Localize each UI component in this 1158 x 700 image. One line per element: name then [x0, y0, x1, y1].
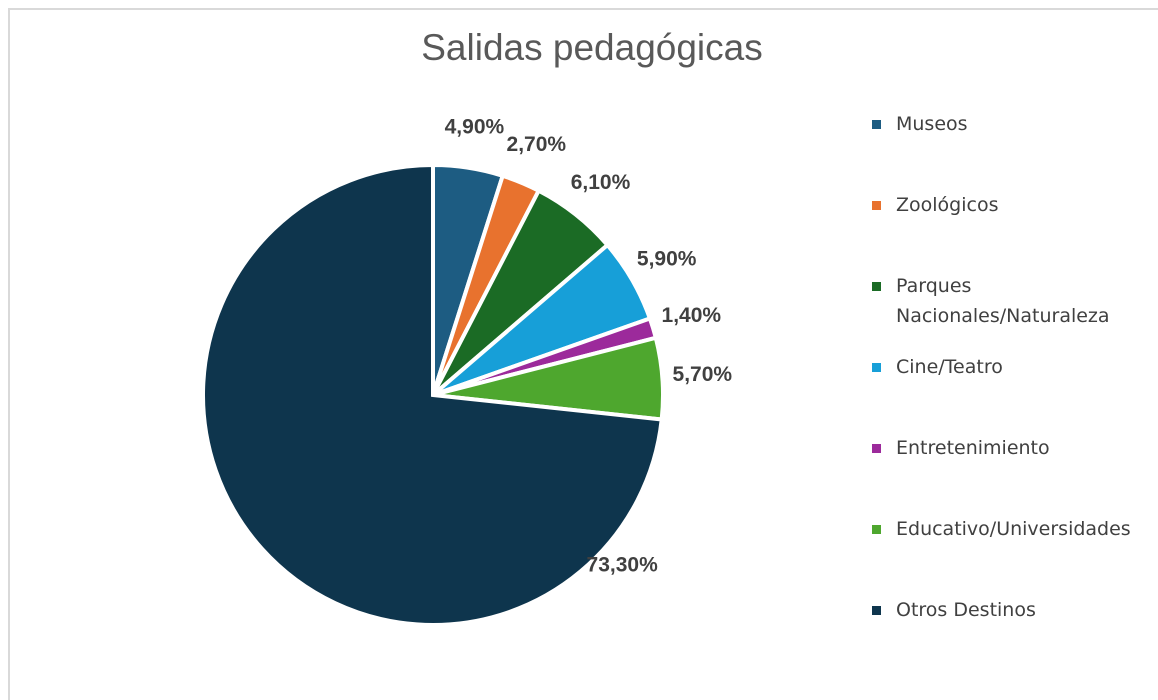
data-label: 1,40%: [662, 304, 722, 327]
legend-item: Educativo/Universidades: [872, 514, 1152, 544]
data-label: 5,70%: [673, 363, 733, 386]
legend-swatch: [872, 444, 881, 453]
legend-label: Educativo/Universidades: [896, 518, 1131, 540]
legend-label: Otros Destinos: [896, 599, 1036, 621]
legend-swatch: [872, 120, 881, 129]
legend-swatch: [872, 201, 881, 210]
legend-item: Cine/Teatro: [872, 352, 1152, 382]
data-label: 73,30%: [587, 554, 659, 577]
legend-item: Zoológicos: [872, 190, 1152, 220]
data-label: 4,90%: [445, 116, 505, 139]
data-label: 5,90%: [637, 247, 697, 270]
legend-swatch: [872, 282, 881, 291]
chart-title: Salidas pedagógicas: [421, 27, 762, 68]
legend-label: Entretenimiento: [896, 437, 1050, 459]
data-label: 2,70%: [507, 133, 567, 156]
data-label: 6,10%: [571, 171, 631, 194]
legend-label: Cine/Teatro: [896, 356, 1003, 378]
legend-item: Parques Nacionales/Naturaleza: [872, 271, 1152, 331]
pie-slice: [201, 162, 664, 627]
legend-label: Parques Nacionales/Naturaleza: [896, 275, 1110, 327]
legend-item: Entretenimiento: [872, 433, 1152, 463]
legend-swatch: [872, 363, 881, 372]
chart-frame: [8, 8, 1158, 700]
legend-swatch: [872, 525, 881, 534]
legend-swatch: [872, 606, 881, 615]
legend-label: Zoológicos: [896, 194, 999, 216]
legend-item: Otros Destinos: [872, 595, 1152, 625]
legend-item: Museos: [872, 109, 1152, 139]
legend-label: Museos: [896, 113, 968, 135]
